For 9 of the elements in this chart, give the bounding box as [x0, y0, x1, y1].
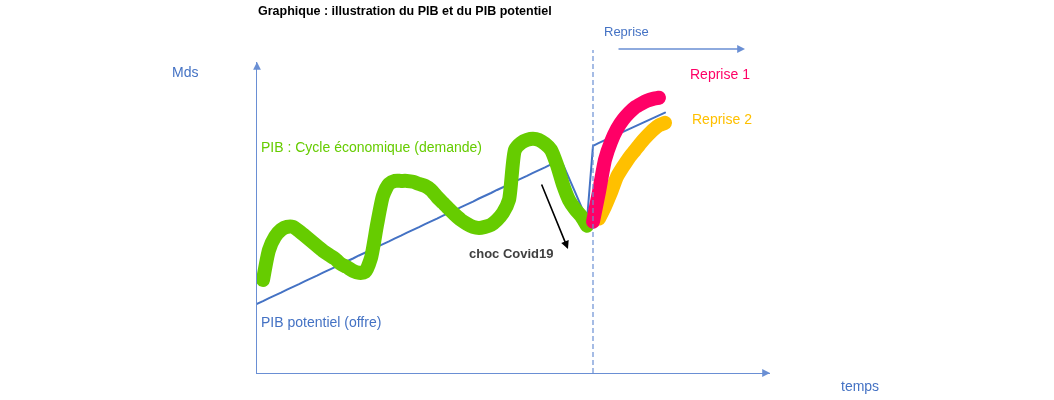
text: Reprise: [604, 24, 649, 39]
text: temps: [841, 378, 880, 394]
series-label: Reprise 2: [692, 111, 753, 127]
annotation: choc Covid19: [469, 246, 554, 261]
text: PIB : Cycle économique (demande): [261, 139, 482, 155]
chart-title: Graphique : illustration du PIB et du PIB potentiel: [258, 4, 552, 19]
y-axis-title: Mds: [172, 64, 199, 80]
series-label: PIB potentiel (offre): [261, 314, 382, 330]
text: Reprise 1: [690, 66, 751, 82]
